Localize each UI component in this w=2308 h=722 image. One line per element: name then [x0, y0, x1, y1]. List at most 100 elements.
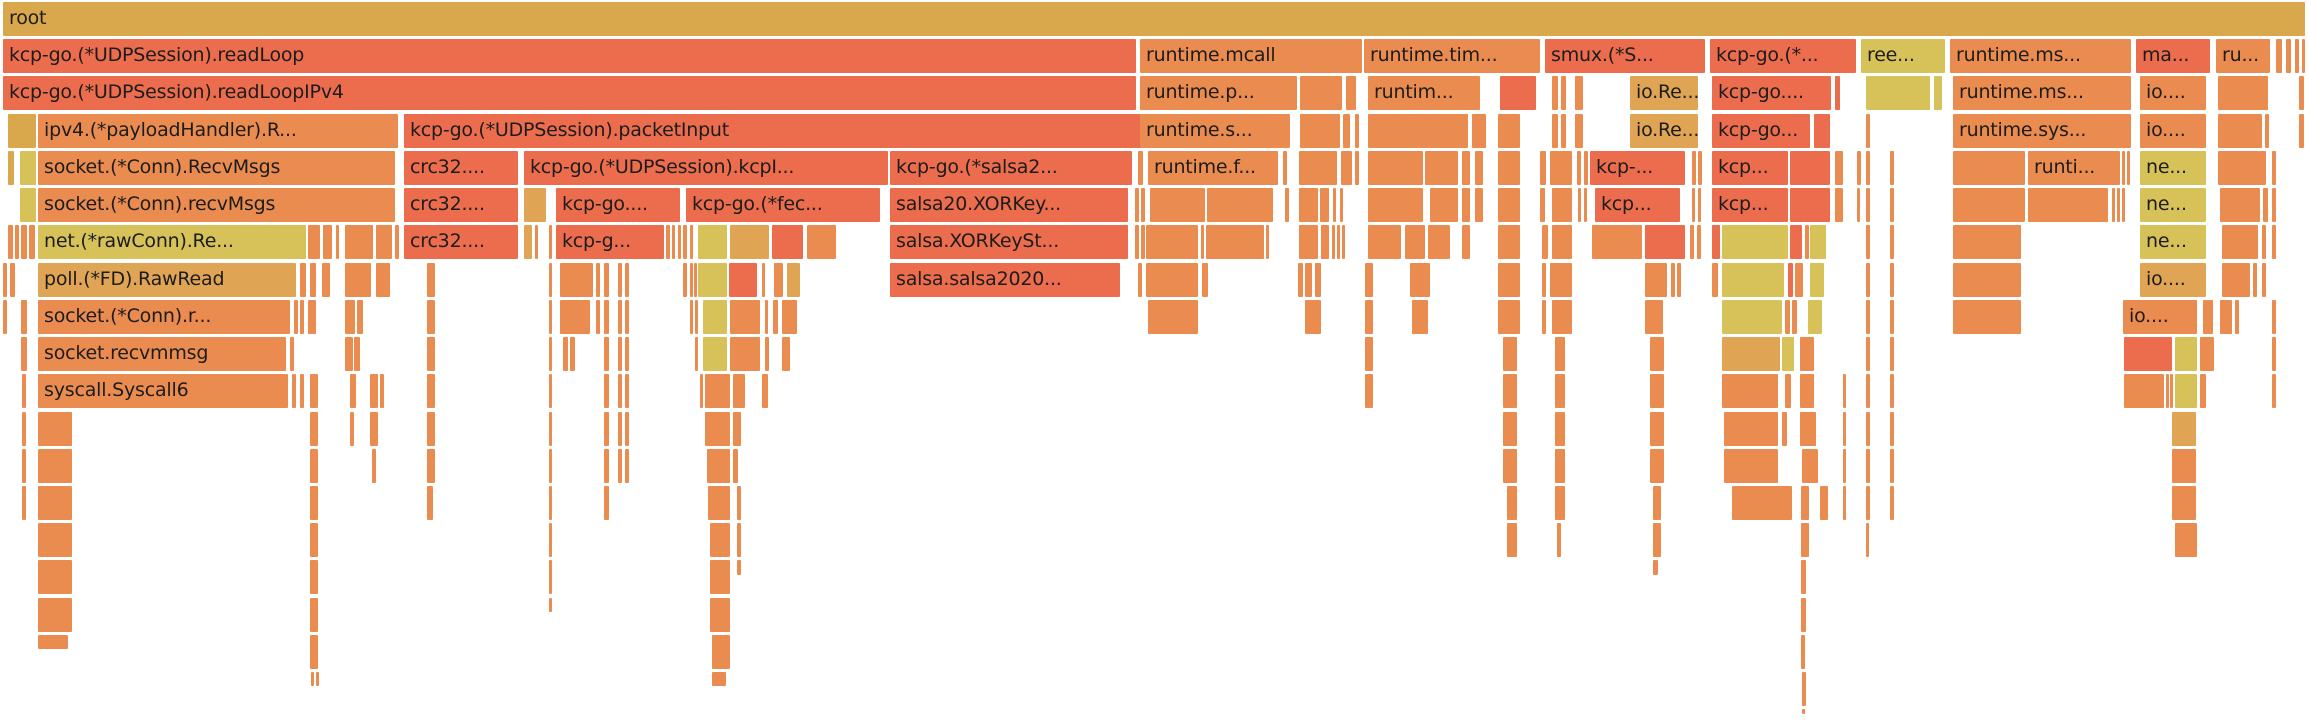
frame-cell[interactable]: [1333, 188, 1336, 222]
frame-cell[interactable]: [1653, 486, 1661, 520]
frame-kcp[interactable]: kcp...: [1712, 151, 1788, 185]
frame-cell[interactable]: [1365, 374, 1373, 408]
frame-cell[interactable]: [1315, 263, 1321, 297]
frame-cell[interactable]: [290, 337, 294, 371]
frame-cell[interactable]: [618, 337, 622, 371]
frame-cell[interactable]: [22, 486, 26, 520]
frame-cell[interactable]: [1475, 188, 1483, 222]
frame-cell[interactable]: [1722, 263, 1784, 297]
frame-cell[interactable]: [2299, 114, 2304, 148]
frame-cell[interactable]: [683, 263, 687, 297]
frame-cell[interactable]: [2175, 374, 2197, 408]
frame-runtime-tim[interactable]: runtime.tim...: [1364, 39, 1540, 73]
frame-cell[interactable]: [695, 300, 698, 334]
frame-cell[interactable]: [1552, 300, 1572, 334]
frame-cell[interactable]: [549, 486, 552, 520]
frame-cell[interactable]: [1299, 151, 1337, 185]
frame-cell[interactable]: [2222, 225, 2258, 259]
frame-cell[interactable]: [1552, 76, 1558, 110]
frame-cell[interactable]: [1650, 374, 1664, 408]
frame-runtime-p[interactable]: runtime.p...: [1140, 76, 1297, 110]
frame-cell[interactable]: [1890, 225, 1894, 259]
frame-cell[interactable]: [1557, 523, 1561, 557]
frame-cell[interactable]: [733, 412, 741, 446]
frame-cell[interactable]: [310, 523, 318, 557]
frame-cell[interactable]: [345, 263, 371, 297]
frame-cell[interactable]: [310, 560, 318, 594]
frame-cell[interactable]: [1202, 263, 1208, 297]
frame-io[interactable]: io....: [2140, 76, 2206, 110]
frame-cell[interactable]: [730, 337, 760, 371]
frame-cell[interactable]: [1722, 225, 1788, 259]
frame-cell[interactable]: [22, 412, 26, 446]
frame-cell[interactable]: [294, 300, 298, 334]
frame-cell[interactable]: [1890, 412, 1894, 446]
frame-cell[interactable]: [698, 263, 727, 297]
frame-socket-conn-recvmsgs[interactable]: socket.(*Conn).RecvMsgs: [38, 151, 395, 185]
frame-cell[interactable]: [1890, 151, 1894, 185]
frame-cell[interactable]: [1722, 300, 1782, 334]
frame-cell[interactable]: [1462, 151, 1470, 185]
frame-cell[interactable]: [1866, 263, 1870, 297]
frame-cell[interactable]: [1724, 412, 1778, 446]
frame-cell[interactable]: [300, 300, 304, 334]
frame-cell[interactable]: [2175, 337, 2197, 371]
frame-cell[interactable]: [1866, 76, 1930, 110]
frame-cell[interactable]: [370, 374, 378, 408]
frame-cell[interactable]: [1540, 188, 1545, 222]
frame-cell[interactable]: [2299, 76, 2304, 110]
frame-cell[interactable]: [1801, 486, 1809, 520]
frame-cell[interactable]: [1732, 486, 1792, 520]
frame-cell[interactable]: [560, 300, 590, 334]
frame-cell[interactable]: [524, 188, 546, 222]
frame-cell[interactable]: [2170, 374, 2173, 408]
frame-cell[interactable]: [570, 337, 575, 371]
frame-cell[interactable]: [8, 114, 36, 148]
frame-cell[interactable]: [300, 263, 306, 297]
frame-cell[interactable]: [737, 560, 741, 575]
frame-cell[interactable]: [1802, 449, 1818, 483]
frame-cell[interactable]: [604, 337, 609, 371]
frame-cell[interactable]: [703, 337, 727, 371]
frame-cell[interactable]: [549, 374, 552, 408]
frame-cell[interactable]: [1550, 151, 1572, 185]
frame-cell[interactable]: [1722, 374, 1778, 408]
frame-cell[interactable]: [1934, 76, 1942, 110]
frame-cell[interactable]: [372, 449, 376, 483]
frame-cell[interactable]: [765, 300, 768, 334]
frame-cell[interactable]: [1412, 300, 1428, 334]
frame-cell[interactable]: [310, 374, 318, 408]
frame-cell[interactable]: [1801, 598, 1806, 632]
frame-cell[interactable]: [336, 225, 339, 259]
frame-cell[interactable]: [310, 263, 316, 297]
frame-cell[interactable]: [2253, 263, 2257, 297]
frame-cell[interactable]: [737, 486, 741, 520]
frame-cell[interactable]: [2262, 263, 2266, 297]
frame-cell[interactable]: [1425, 151, 1458, 185]
frame-cell[interactable]: [2122, 151, 2125, 185]
frame-cell[interactable]: [427, 486, 433, 520]
frame-cell[interactable]: [549, 337, 552, 371]
frame-cell[interactable]: [1953, 263, 2021, 297]
frame-cell[interactable]: [625, 263, 629, 297]
frame-kcp-go[interactable]: kcp-go.(*...: [1710, 39, 1856, 73]
frame-cell[interactable]: [690, 225, 693, 259]
frame-cell[interactable]: [1462, 188, 1470, 222]
frame-cell[interactable]: [1857, 188, 1860, 222]
frame-cell[interactable]: [549, 300, 552, 334]
frame-cell[interactable]: [1795, 263, 1803, 297]
frame-runtime-mcall[interactable]: runtime.mcall: [1140, 39, 1362, 73]
frame-cell[interactable]: [807, 225, 836, 259]
frame-cell[interactable]: [1782, 337, 1794, 371]
frame-cell[interactable]: [604, 300, 609, 334]
frame-cell[interactable]: [1555, 449, 1565, 483]
frame-cell[interactable]: [1866, 188, 1870, 222]
frame-kcp-go[interactable]: kcp-go....: [556, 188, 680, 222]
frame-cell[interactable]: [1368, 188, 1423, 222]
frame-cell[interactable]: [1138, 151, 1143, 185]
frame-cell[interactable]: [549, 449, 552, 483]
frame-cell[interactable]: [730, 300, 760, 334]
frame-runtime-ms[interactable]: runtime.ms...: [1953, 76, 2131, 110]
frame-cell[interactable]: [549, 412, 552, 446]
frame-socket-conn-r[interactable]: socket.(*Conn).r...: [38, 300, 290, 334]
